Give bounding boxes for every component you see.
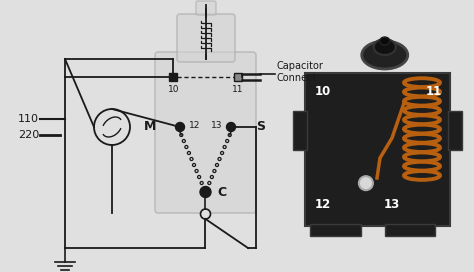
Text: Capacitor
Connect: Capacitor Connect <box>277 61 324 83</box>
Circle shape <box>175 122 184 131</box>
FancyBboxPatch shape <box>196 1 216 15</box>
Text: 220: 220 <box>18 130 39 140</box>
Text: C: C <box>218 186 227 199</box>
Ellipse shape <box>362 41 408 69</box>
FancyBboxPatch shape <box>155 52 256 213</box>
Text: M: M <box>144 120 156 134</box>
Text: 11: 11 <box>232 85 244 94</box>
FancyBboxPatch shape <box>177 14 235 62</box>
Bar <box>293 111 307 150</box>
Text: 110: 110 <box>18 114 39 124</box>
Text: 10: 10 <box>168 85 180 94</box>
Ellipse shape <box>374 39 396 55</box>
Bar <box>385 224 436 236</box>
Text: 12: 12 <box>315 198 331 211</box>
Bar <box>234 73 242 81</box>
Text: 12: 12 <box>189 120 201 129</box>
Text: 11: 11 <box>426 85 442 98</box>
Ellipse shape <box>380 37 390 45</box>
Text: 13: 13 <box>210 120 222 129</box>
Bar <box>448 111 462 150</box>
Circle shape <box>200 187 211 197</box>
Circle shape <box>227 122 236 131</box>
Bar <box>310 224 361 236</box>
Bar <box>169 73 177 81</box>
Text: 13: 13 <box>384 198 400 211</box>
Circle shape <box>359 176 373 190</box>
Circle shape <box>201 209 210 219</box>
Text: 10: 10 <box>315 85 331 98</box>
FancyBboxPatch shape <box>305 73 450 226</box>
Text: S: S <box>256 120 265 134</box>
